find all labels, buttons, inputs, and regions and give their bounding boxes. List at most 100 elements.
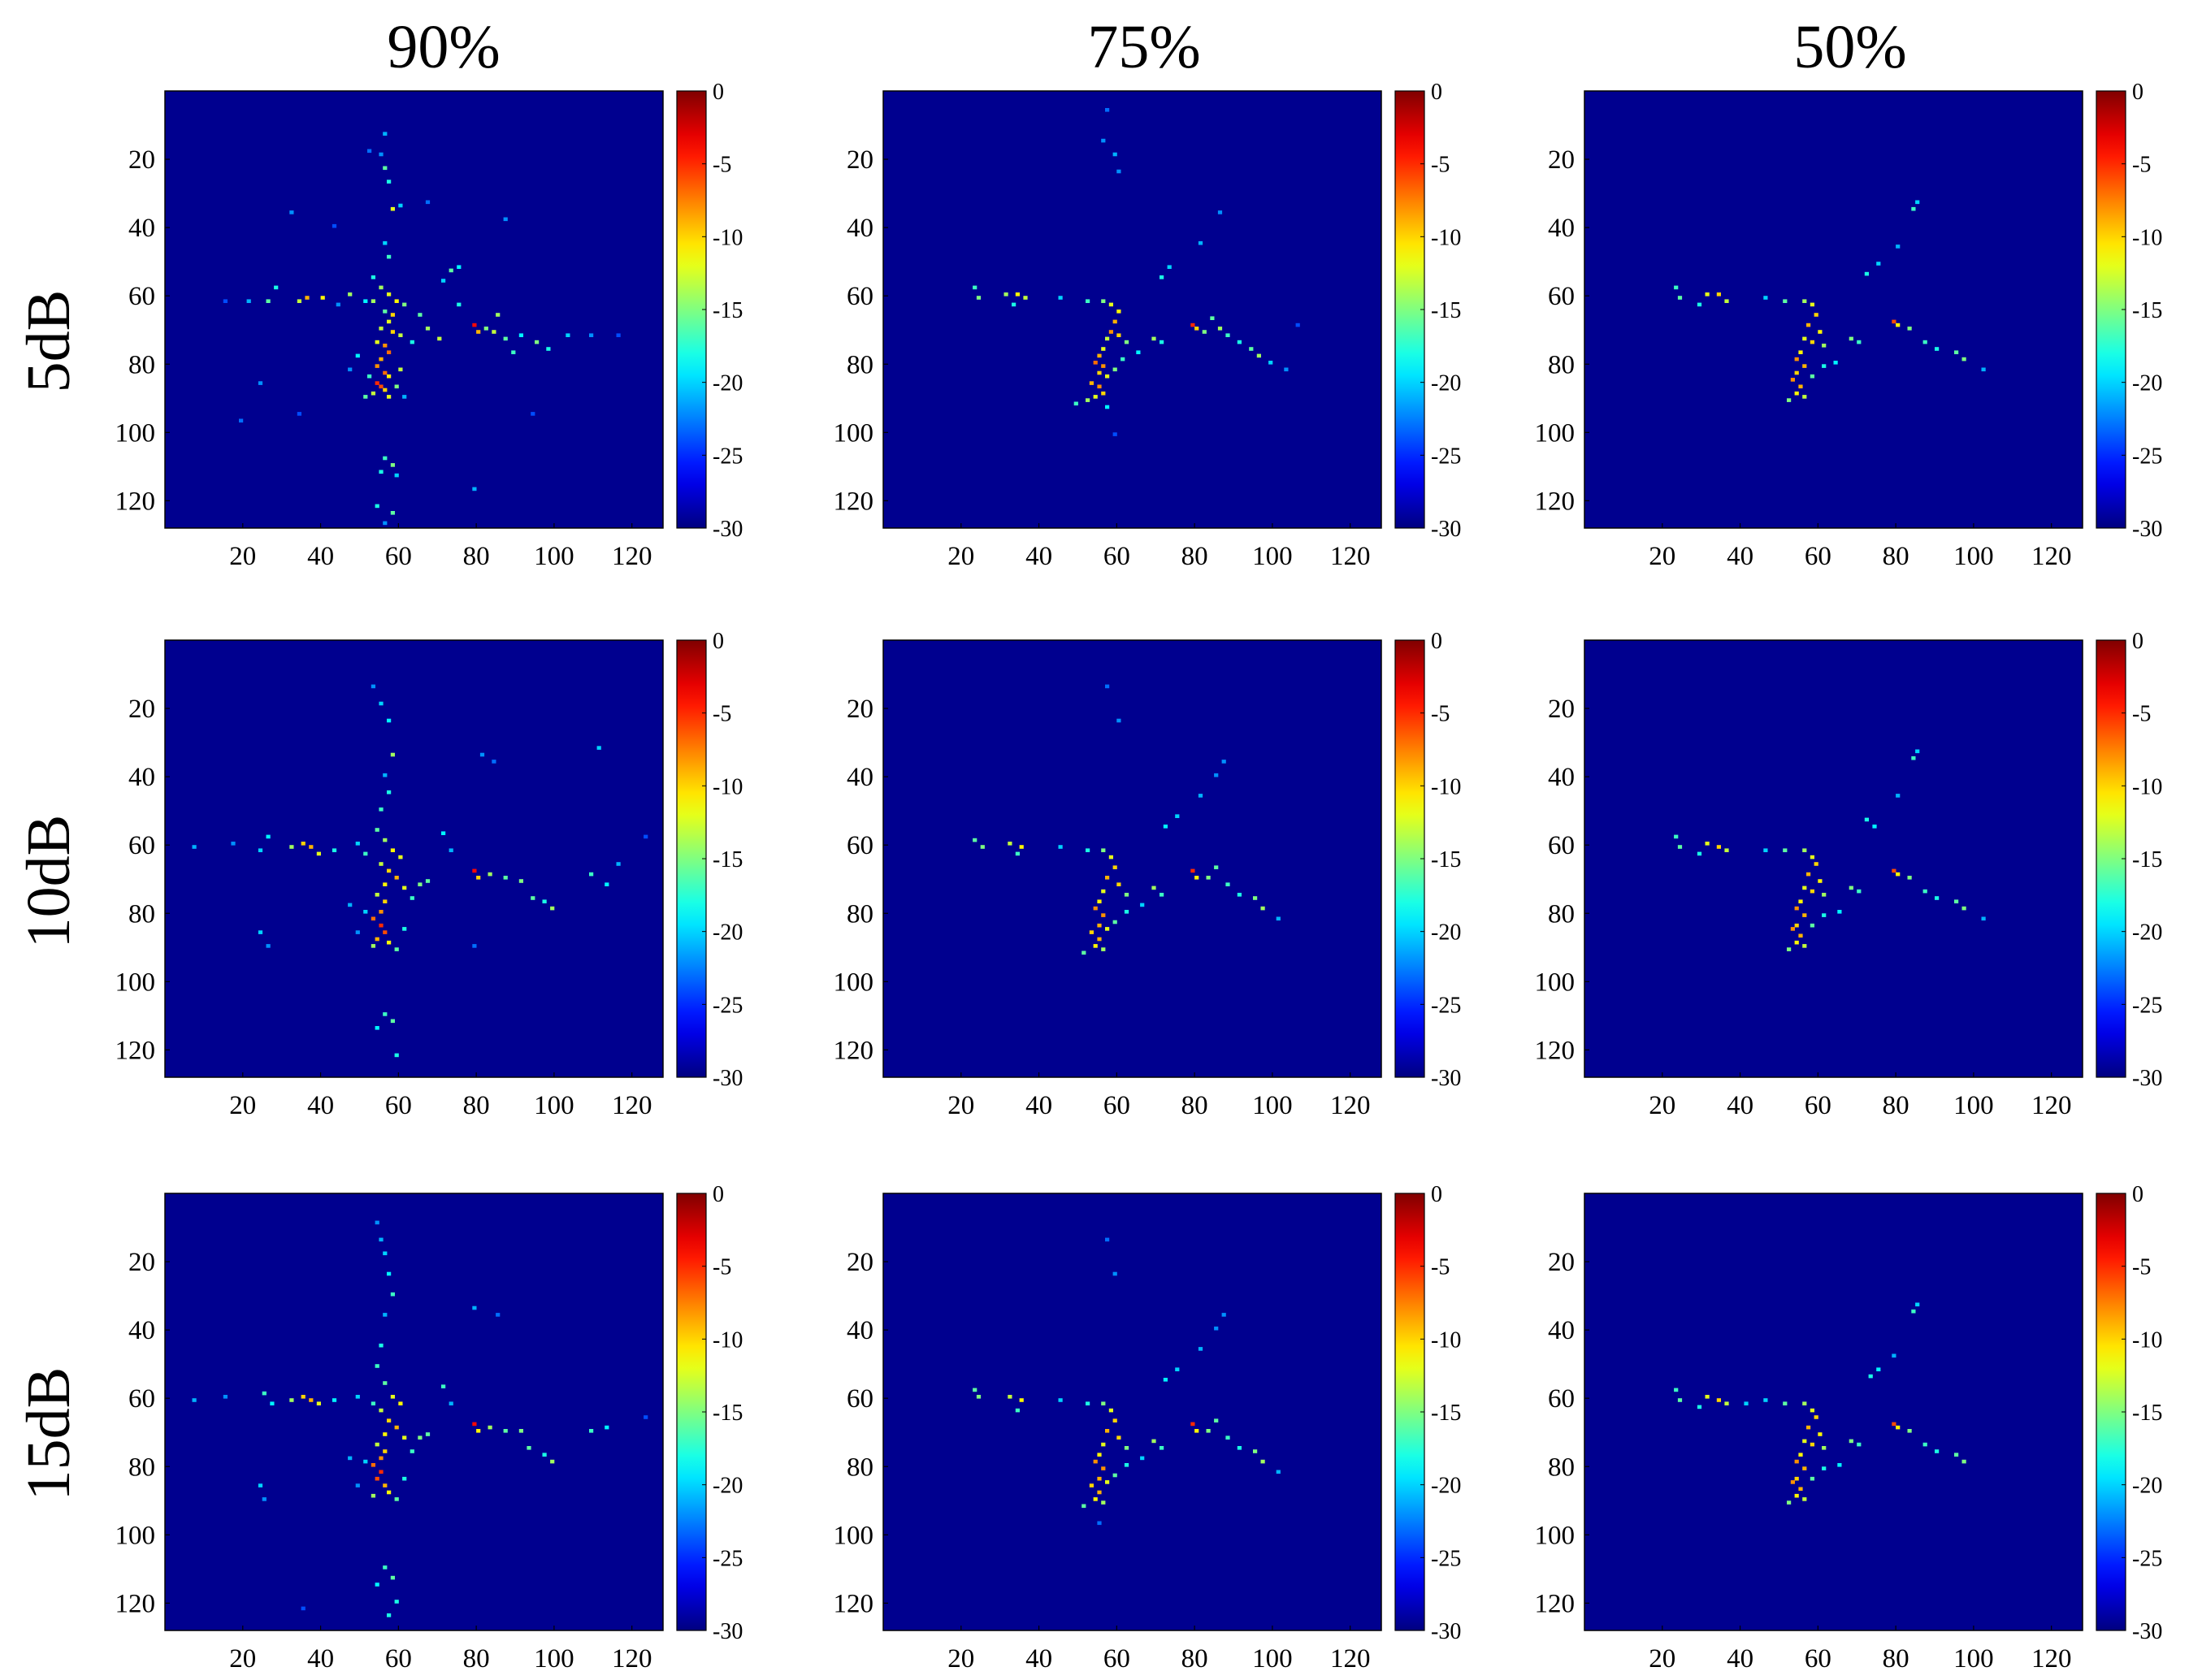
heatmap-cell xyxy=(1105,1429,1110,1433)
heatmap-cell xyxy=(348,292,353,297)
heatmap-cell xyxy=(616,862,621,866)
axes-frame xyxy=(164,1193,664,1631)
heatmap-cell xyxy=(1806,872,1811,877)
heatmap-cell xyxy=(379,1343,384,1348)
heatmap-cell xyxy=(379,923,384,928)
heatmap-cell xyxy=(1744,1401,1749,1405)
colorbar xyxy=(1394,639,1425,1078)
heatmap-cell xyxy=(402,395,407,399)
heatmap-cell xyxy=(1101,947,1106,951)
colorbar-tick-label: -5 xyxy=(713,153,731,178)
x-tick-label: 60 xyxy=(1103,1644,1130,1674)
heatmap-cell xyxy=(1097,899,1102,903)
heatmap-cell xyxy=(394,299,399,303)
heatmap-cell xyxy=(387,292,392,297)
heatmap-cell xyxy=(1802,913,1807,917)
heatmap-cell xyxy=(387,1271,392,1276)
colorbar-tick-label: 0 xyxy=(713,1182,724,1207)
heatmap-cell xyxy=(1783,299,1788,303)
heatmap-cell xyxy=(289,1398,294,1402)
panel-15db-50pct: 20 40 60 80 100 120 20 40 60 80 100 120 0 -5 -10 -15 -20… xyxy=(1535,1182,2163,1674)
heatmap-cell xyxy=(1101,889,1106,894)
heatmap-cell xyxy=(1810,923,1814,928)
colorbar-tick-label: 0 xyxy=(1431,80,1442,105)
x-tick-label: 20 xyxy=(1649,542,1675,571)
heatmap-cell xyxy=(1112,920,1117,924)
x-tick-label: 80 xyxy=(463,1091,490,1120)
heatmap-cell xyxy=(1802,1497,1807,1501)
heatmap-cell xyxy=(383,899,388,903)
heatmap-cell xyxy=(371,299,375,303)
x-tick-label: 40 xyxy=(1727,1091,1753,1120)
y-tick-label: 60 xyxy=(1548,831,1575,860)
heatmap-cell xyxy=(1190,323,1195,327)
heatmap-cell xyxy=(1935,347,1940,351)
heatmap-background xyxy=(165,91,663,528)
x-tick-label: 20 xyxy=(229,542,256,571)
heatmap-cell xyxy=(1105,876,1110,880)
x-tick-label: 20 xyxy=(1649,1644,1675,1674)
heatmap-cell xyxy=(1253,896,1258,900)
heatmap-cell xyxy=(301,1395,306,1399)
heatmap-cell xyxy=(402,1435,407,1440)
panel-10db-75pct: 20 40 60 80 100 120 20 40 60 80 100 120 0 -5 -10 -15 -20… xyxy=(834,629,1462,1120)
heatmap-cell xyxy=(1105,927,1110,931)
heatmap-cell xyxy=(1818,879,1823,883)
heatmap-cell xyxy=(1981,367,1986,372)
heatmap-cell xyxy=(1810,889,1814,894)
heatmap-cell xyxy=(383,370,388,375)
heatmap-cell xyxy=(390,1395,395,1399)
heatmap-cell xyxy=(1798,899,1803,903)
heatmap-cell xyxy=(1198,794,1203,798)
heatmap-cell xyxy=(550,906,555,911)
y-tick-label: 80 xyxy=(1548,899,1575,929)
heatmap-cell xyxy=(379,152,384,157)
x-tick-label: 20 xyxy=(1649,1091,1675,1120)
heatmap-cell xyxy=(390,752,395,757)
y-tick-label: 100 xyxy=(834,968,874,997)
heatmap-background xyxy=(1584,1193,2083,1630)
y-tick-label: 80 xyxy=(847,350,873,379)
heatmap-cell xyxy=(418,313,423,317)
heatmap-cell xyxy=(1798,384,1803,389)
heatmap-cell xyxy=(301,1606,306,1611)
colorbar-tick-label: -25 xyxy=(713,993,743,1018)
column-title-75: 75% xyxy=(1087,13,1200,81)
heatmap-cell xyxy=(1802,395,1807,399)
heatmap-cell xyxy=(1019,845,1024,849)
x-tick-label: 100 xyxy=(1953,1091,1994,1120)
colorbar-tick-label: -15 xyxy=(2132,298,2162,323)
heatmap-cell xyxy=(1787,398,1792,402)
heatmap-cell xyxy=(1872,825,1877,829)
heatmap-cell xyxy=(390,206,395,211)
heatmap-cell xyxy=(383,456,388,461)
heatmap-cell xyxy=(274,285,279,290)
heatmap-cell xyxy=(387,180,392,184)
y-tick-label: 120 xyxy=(834,1036,874,1065)
heatmap-cell xyxy=(1810,855,1814,859)
heatmap-cell xyxy=(1896,872,1901,877)
heatmap-cell xyxy=(390,1575,395,1580)
x-tick-label: 100 xyxy=(534,1644,574,1674)
heatmap-cell xyxy=(472,487,477,491)
heatmap-cell xyxy=(973,838,977,842)
y-tick-label: 100 xyxy=(1535,1521,1576,1550)
heatmap-cell xyxy=(394,1053,399,1058)
x-tick-label: 40 xyxy=(307,542,334,571)
heatmap-cell xyxy=(1822,913,1827,917)
row-label-10db: 10dB xyxy=(15,815,83,949)
colorbar-tick-label: -25 xyxy=(1431,1546,1461,1571)
heatmap-cell xyxy=(375,340,379,344)
heatmap-cell xyxy=(1163,825,1168,829)
heatmap-cell xyxy=(394,947,399,951)
heatmap-cell xyxy=(1086,299,1090,303)
y-tick-label: 40 xyxy=(847,1316,873,1345)
panel-10db-90pct: 20 40 60 80 100 120 20 40 60 80 100 120 0 -5 -10 -15 -20… xyxy=(115,629,743,1120)
y-tick-label: 20 xyxy=(128,695,155,724)
heatmap-cell xyxy=(1787,947,1792,951)
y-tick-label: 40 xyxy=(847,763,873,792)
heatmap-cell xyxy=(371,1463,375,1467)
heatmap-cell xyxy=(383,882,388,886)
heatmap-cell xyxy=(1237,1446,1242,1450)
x-tick-label: 100 xyxy=(1252,542,1293,571)
